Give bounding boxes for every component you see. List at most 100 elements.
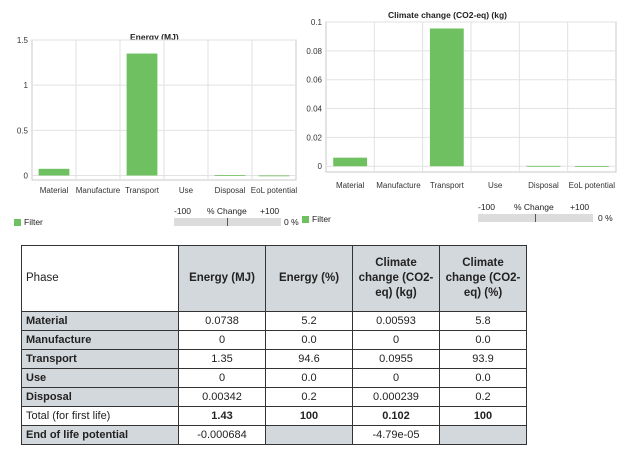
slider-max-label: +100 — [570, 202, 590, 212]
bar — [574, 166, 609, 168]
cell-energy-pct: 0.0 — [265, 330, 353, 350]
y-tick-label: 1 — [24, 81, 29, 90]
x-category-label: EoL potential — [251, 186, 298, 195]
bar — [526, 165, 561, 167]
x-category-label: Disposal — [215, 186, 246, 195]
cell-climate-pct — [439, 425, 527, 445]
x-category-label: Transport — [125, 186, 160, 195]
cell-climate-kg: 0 — [352, 368, 440, 388]
climate-chart-panel: Climate change (CO2-eq) (kg) 0 0.02 0.04 0.… — [300, 0, 632, 240]
bar — [126, 53, 158, 176]
climate-legend[interactable]: Filter — [302, 214, 331, 224]
energy-slider-scale: -100 % Change +100 — [174, 206, 299, 216]
energy-slider-value: 0 % — [284, 217, 299, 227]
energy-slider-thumb[interactable] — [227, 218, 228, 226]
slider-title-label: % Change — [514, 202, 554, 212]
cell-climate-pct: 0.0 — [439, 330, 527, 350]
climate-slider-scale: -100 % Change +100 — [478, 202, 628, 212]
cell-energy-mj: 0 — [178, 330, 266, 350]
energy-change-slider[interactable]: -100 % Change +100 0 % — [174, 206, 299, 232]
x-category-label: Manufacture — [376, 181, 421, 190]
y-tick-label: 0 — [24, 171, 29, 180]
table-row: Use 0 0.0 0 0.0 — [21, 368, 527, 388]
y-tick-label: 0.04 — [306, 105, 322, 114]
cell-energy-pct: 5.2 — [265, 311, 353, 331]
slider-min-label: -100 — [478, 202, 496, 212]
row-phase: Transport — [21, 349, 179, 369]
table-total-row: Total (for first life) 1.43 100 0.102 10… — [21, 406, 527, 426]
y-tick-label: 0.08 — [306, 47, 322, 56]
row-phase: Total (for first life) — [21, 406, 179, 426]
bar — [333, 157, 368, 167]
cell-climate-kg: 0 — [352, 330, 440, 350]
header-phase: Phase — [21, 245, 179, 312]
cell-energy-mj: 1.43 — [178, 406, 266, 426]
energy-chart: 0 0.5 1 1.5 Material Manufacture Transport Use D… — [17, 36, 298, 195]
x-category-label: EoL potential — [569, 181, 616, 190]
table-row: Disposal 0.00342 0.2 0.000239 0.2 — [21, 387, 527, 407]
cell-climate-kg: 0.000239 — [352, 387, 440, 407]
y-tick-label: 0.1 — [311, 18, 323, 27]
cell-climate-kg: 0.00593 — [352, 311, 440, 331]
y-tick-label: 1.5 — [17, 36, 29, 45]
climate-chart: 0 0.02 0.04 0.06 0.08 0.1 Material Manufacture T… — [306, 18, 617, 190]
x-category-label: Transport — [430, 181, 465, 190]
header-energy-mj: Energy (MJ) — [178, 245, 266, 312]
y-tick-label: 0 — [318, 162, 323, 171]
cell-climate-pct: 93.9 — [439, 349, 527, 369]
row-phase: Material — [21, 311, 179, 331]
climate-chart-title: Climate change (CO2-eq) (kg) — [388, 10, 508, 20]
row-phase: End of life potential — [21, 425, 179, 445]
x-category-label: Material — [40, 186, 69, 195]
cell-energy-pct: 0.0 — [265, 368, 353, 388]
table-row: Transport 1.35 94.6 0.0955 93.9 — [21, 349, 527, 369]
bar — [429, 28, 464, 167]
bar — [38, 168, 70, 176]
cell-climate-pct: 0.0 — [439, 368, 527, 388]
cell-climate-kg: -4.79e-05 — [352, 425, 440, 445]
climate-legend-label: Filter — [312, 214, 331, 224]
table-row: Manufacture 0 0.0 0 0.0 — [21, 330, 527, 350]
cell-energy-mj: 1.35 — [178, 349, 266, 369]
row-phase: Use — [21, 368, 179, 388]
legend-swatch-icon — [14, 218, 21, 226]
header-energy-pct: Energy (%) — [265, 245, 353, 312]
x-category-label: Manufacture — [76, 186, 121, 195]
results-table: Phase Energy (MJ) Energy (%) Climate cha… — [21, 245, 527, 445]
climate-change-slider[interactable]: -100 % Change +100 0 % — [478, 202, 628, 228]
cell-energy-pct: 94.6 — [265, 349, 353, 369]
slider-title-label: % Change — [207, 206, 247, 216]
climate-slider-value: 0 % — [598, 213, 613, 223]
row-phase: Manufacture — [21, 330, 179, 350]
cell-climate-pct: 5.8 — [439, 311, 527, 331]
energy-chart-title: Energy (MJ) — [130, 32, 179, 42]
y-tick-label: 0.06 — [306, 76, 322, 85]
cell-energy-pct — [265, 425, 353, 445]
row-phase: Disposal — [21, 387, 179, 407]
climate-slider-thumb[interactable] — [535, 214, 536, 222]
cell-energy-mj: 0 — [178, 368, 266, 388]
cell-climate-kg: 0.0955 — [352, 349, 440, 369]
slider-max-label: +100 — [260, 206, 280, 216]
y-tick-label: 0.02 — [306, 133, 322, 142]
cell-climate-pct: 100 — [439, 406, 527, 426]
cell-energy-mj: 0.00342 — [178, 387, 266, 407]
table-row: Material 0.0738 5.2 0.00593 5.8 — [21, 311, 527, 331]
x-category-label: Use — [179, 186, 194, 195]
cell-climate-kg: 0.102 — [352, 406, 440, 426]
bar — [258, 175, 290, 177]
cell-energy-mj: 0.0738 — [178, 311, 266, 331]
cell-energy-mj: -0.000684 — [178, 425, 266, 445]
energy-legend[interactable]: Filter — [14, 217, 43, 227]
table-eol-row: End of life potential -0.000684 -4.79e-0… — [21, 425, 527, 445]
y-tick-label: 0.5 — [17, 126, 29, 135]
x-category-label: Material — [336, 181, 365, 190]
x-category-label: Use — [488, 181, 503, 190]
slider-min-label: -100 — [174, 206, 192, 216]
energy-chart-panel: Energy (MJ) 0 0.5 1 1.5 Material Manufacture T… — [0, 0, 300, 240]
cell-energy-pct: 100 — [265, 406, 353, 426]
legend-swatch-icon — [302, 215, 309, 223]
header-climate-pct: Climate change (CO2-eq) (%) — [439, 245, 527, 312]
cell-energy-pct: 0.2 — [265, 387, 353, 407]
x-category-label: Disposal — [528, 181, 559, 190]
